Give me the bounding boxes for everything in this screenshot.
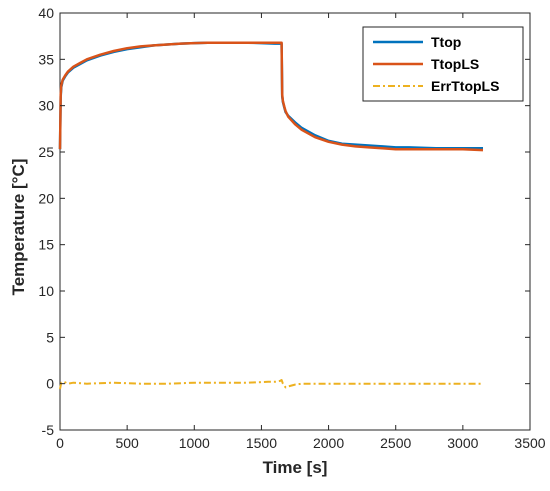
x-tick-label: 500: [115, 435, 139, 451]
y-tick-label: 15: [38, 237, 54, 253]
y-tick-label: 35: [38, 51, 54, 67]
y-axis-title: Temperature [°C]: [9, 159, 28, 296]
x-tick-label: 3500: [514, 435, 545, 451]
y-tick-label: 25: [38, 144, 54, 160]
x-axis-title: Time [s]: [263, 458, 328, 477]
y-tick-label: 5: [46, 329, 54, 345]
x-tick-label: 0: [56, 435, 64, 451]
x-tick-label: 2500: [380, 435, 411, 451]
x-tick-label: 3000: [447, 435, 478, 451]
x-tick-label: 1000: [179, 435, 210, 451]
y-tick-label: -5: [42, 422, 55, 438]
legend: Ttop TtopLS ErrTtopLS: [362, 26, 524, 102]
x-tick-label: 1500: [246, 435, 277, 451]
series-line-ttopls: [58, 41, 484, 152]
y-tick-label: 30: [38, 98, 54, 114]
legend-label: ErrTtopLS: [431, 78, 499, 94]
y-tick-label: 20: [38, 190, 54, 206]
y-tick-label: 0: [46, 376, 54, 392]
y-tick-label: 40: [38, 5, 54, 21]
legend-label: TtopLS: [431, 56, 479, 72]
legend-label: Ttop: [431, 34, 461, 50]
series-line-errttopls: [59, 379, 483, 390]
x-tick-label: 2000: [313, 435, 344, 451]
y-tick-label: 10: [38, 283, 54, 299]
